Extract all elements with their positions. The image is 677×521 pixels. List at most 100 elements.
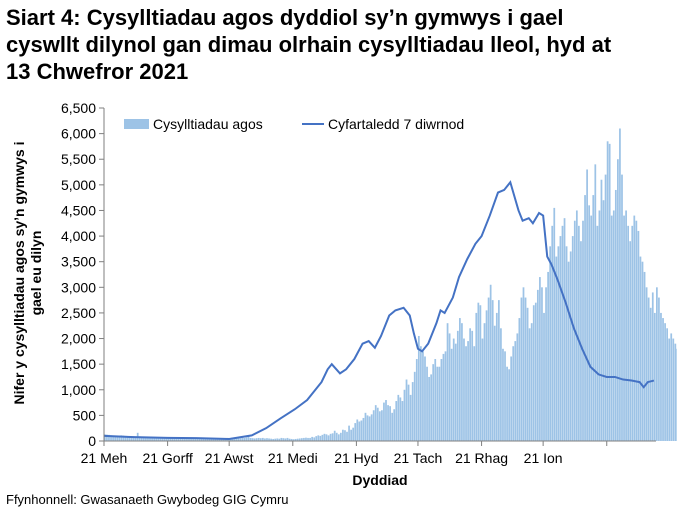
bar: [614, 189, 617, 441]
bar: [629, 241, 632, 441]
bar: [471, 330, 474, 441]
bar: [216, 438, 219, 441]
bar: [454, 343, 457, 441]
bar: [192, 438, 194, 441]
bar: [549, 246, 552, 441]
bar: [132, 437, 135, 441]
bar: [516, 333, 519, 441]
bar: [424, 356, 426, 441]
bar: [403, 389, 406, 441]
bar: [635, 220, 638, 441]
bar: [500, 328, 502, 441]
bar: [446, 323, 449, 441]
legend: Cysylltiadau agos Cyfartaledd 7 diwrnod: [124, 116, 464, 132]
bar: [510, 356, 513, 441]
bar: [598, 210, 601, 441]
bar: [327, 435, 330, 441]
bar: [428, 376, 430, 441]
bar: [580, 241, 582, 441]
bar: [569, 251, 572, 441]
bar: [301, 438, 303, 441]
bar: [372, 410, 375, 441]
y-axis-title-line-2: gael eu dilyn: [28, 231, 44, 316]
bar: [321, 434, 324, 441]
bar: [354, 423, 357, 441]
bar: [348, 425, 350, 441]
bar: [335, 432, 338, 441]
bar: [553, 207, 556, 441]
bar: [506, 366, 508, 441]
bar: [596, 225, 599, 441]
bar: [625, 210, 627, 441]
bar: [358, 421, 361, 441]
bar: [292, 439, 295, 441]
bar: [649, 307, 652, 441]
bar: [491, 300, 494, 441]
bar: [526, 307, 529, 441]
bar: [259, 438, 262, 441]
bar: [452, 338, 455, 441]
bar: [608, 143, 611, 442]
bar: [473, 346, 476, 441]
bar: [274, 438, 277, 441]
bar: [440, 359, 443, 441]
y-tick-label: 4,000: [61, 228, 96, 244]
bar: [551, 225, 554, 441]
bar: [530, 323, 533, 441]
bar: [108, 434, 110, 441]
bar: [186, 438, 188, 441]
bar: [333, 430, 336, 441]
bar: [200, 437, 203, 441]
bar: [284, 438, 287, 441]
bar: [364, 412, 367, 441]
bar: [315, 436, 318, 441]
bar: [106, 434, 108, 441]
bar: [126, 436, 129, 441]
bar: [637, 230, 640, 441]
bar: [559, 236, 562, 441]
bar: [612, 210, 615, 441]
bar: [239, 438, 242, 441]
y-tick-label: 6,000: [61, 126, 96, 142]
chart-title-line-2: cyswllt dilynol gan dimau olrhain cysyll…: [6, 32, 612, 57]
bar: [592, 195, 595, 441]
bar: [483, 323, 486, 441]
y-axis-title-line-1: Nifer y cysylltiadau agos sy’n gymwys i: [11, 142, 27, 405]
bar: [489, 284, 492, 441]
bar: [190, 437, 192, 441]
bar: [602, 200, 605, 441]
bar: [329, 433, 332, 441]
bar: [208, 438, 211, 441]
bar: [257, 437, 260, 441]
bar: [442, 353, 445, 441]
bar: [456, 330, 459, 441]
bar: [588, 205, 591, 441]
bar: [536, 289, 539, 441]
bar: [311, 436, 313, 441]
bar: [479, 305, 482, 441]
bar: [161, 437, 164, 441]
bar: [594, 164, 597, 441]
bar: [124, 436, 127, 441]
bar: [290, 438, 293, 441]
bar: [118, 435, 121, 441]
bar: [376, 407, 379, 441]
bar: [656, 287, 658, 441]
bar: [563, 218, 566, 441]
bar: [420, 346, 422, 441]
bar: [672, 338, 675, 441]
bar: [606, 141, 609, 442]
bar: [255, 438, 258, 441]
bar: [407, 384, 410, 441]
bar: [469, 328, 471, 441]
y-tick-label: 3,500: [61, 254, 96, 270]
bar: [366, 415, 369, 441]
bar: [514, 341, 517, 441]
bar: [145, 437, 147, 441]
bar: [339, 432, 342, 441]
bar: [417, 335, 420, 441]
chart-title-line-1: Siart 4: Cysylltiadau agos dyddiol sy’n …: [6, 5, 564, 30]
bar: [305, 437, 307, 441]
bar: [658, 297, 660, 441]
x-axis-title: Dyddiad: [352, 472, 407, 488]
